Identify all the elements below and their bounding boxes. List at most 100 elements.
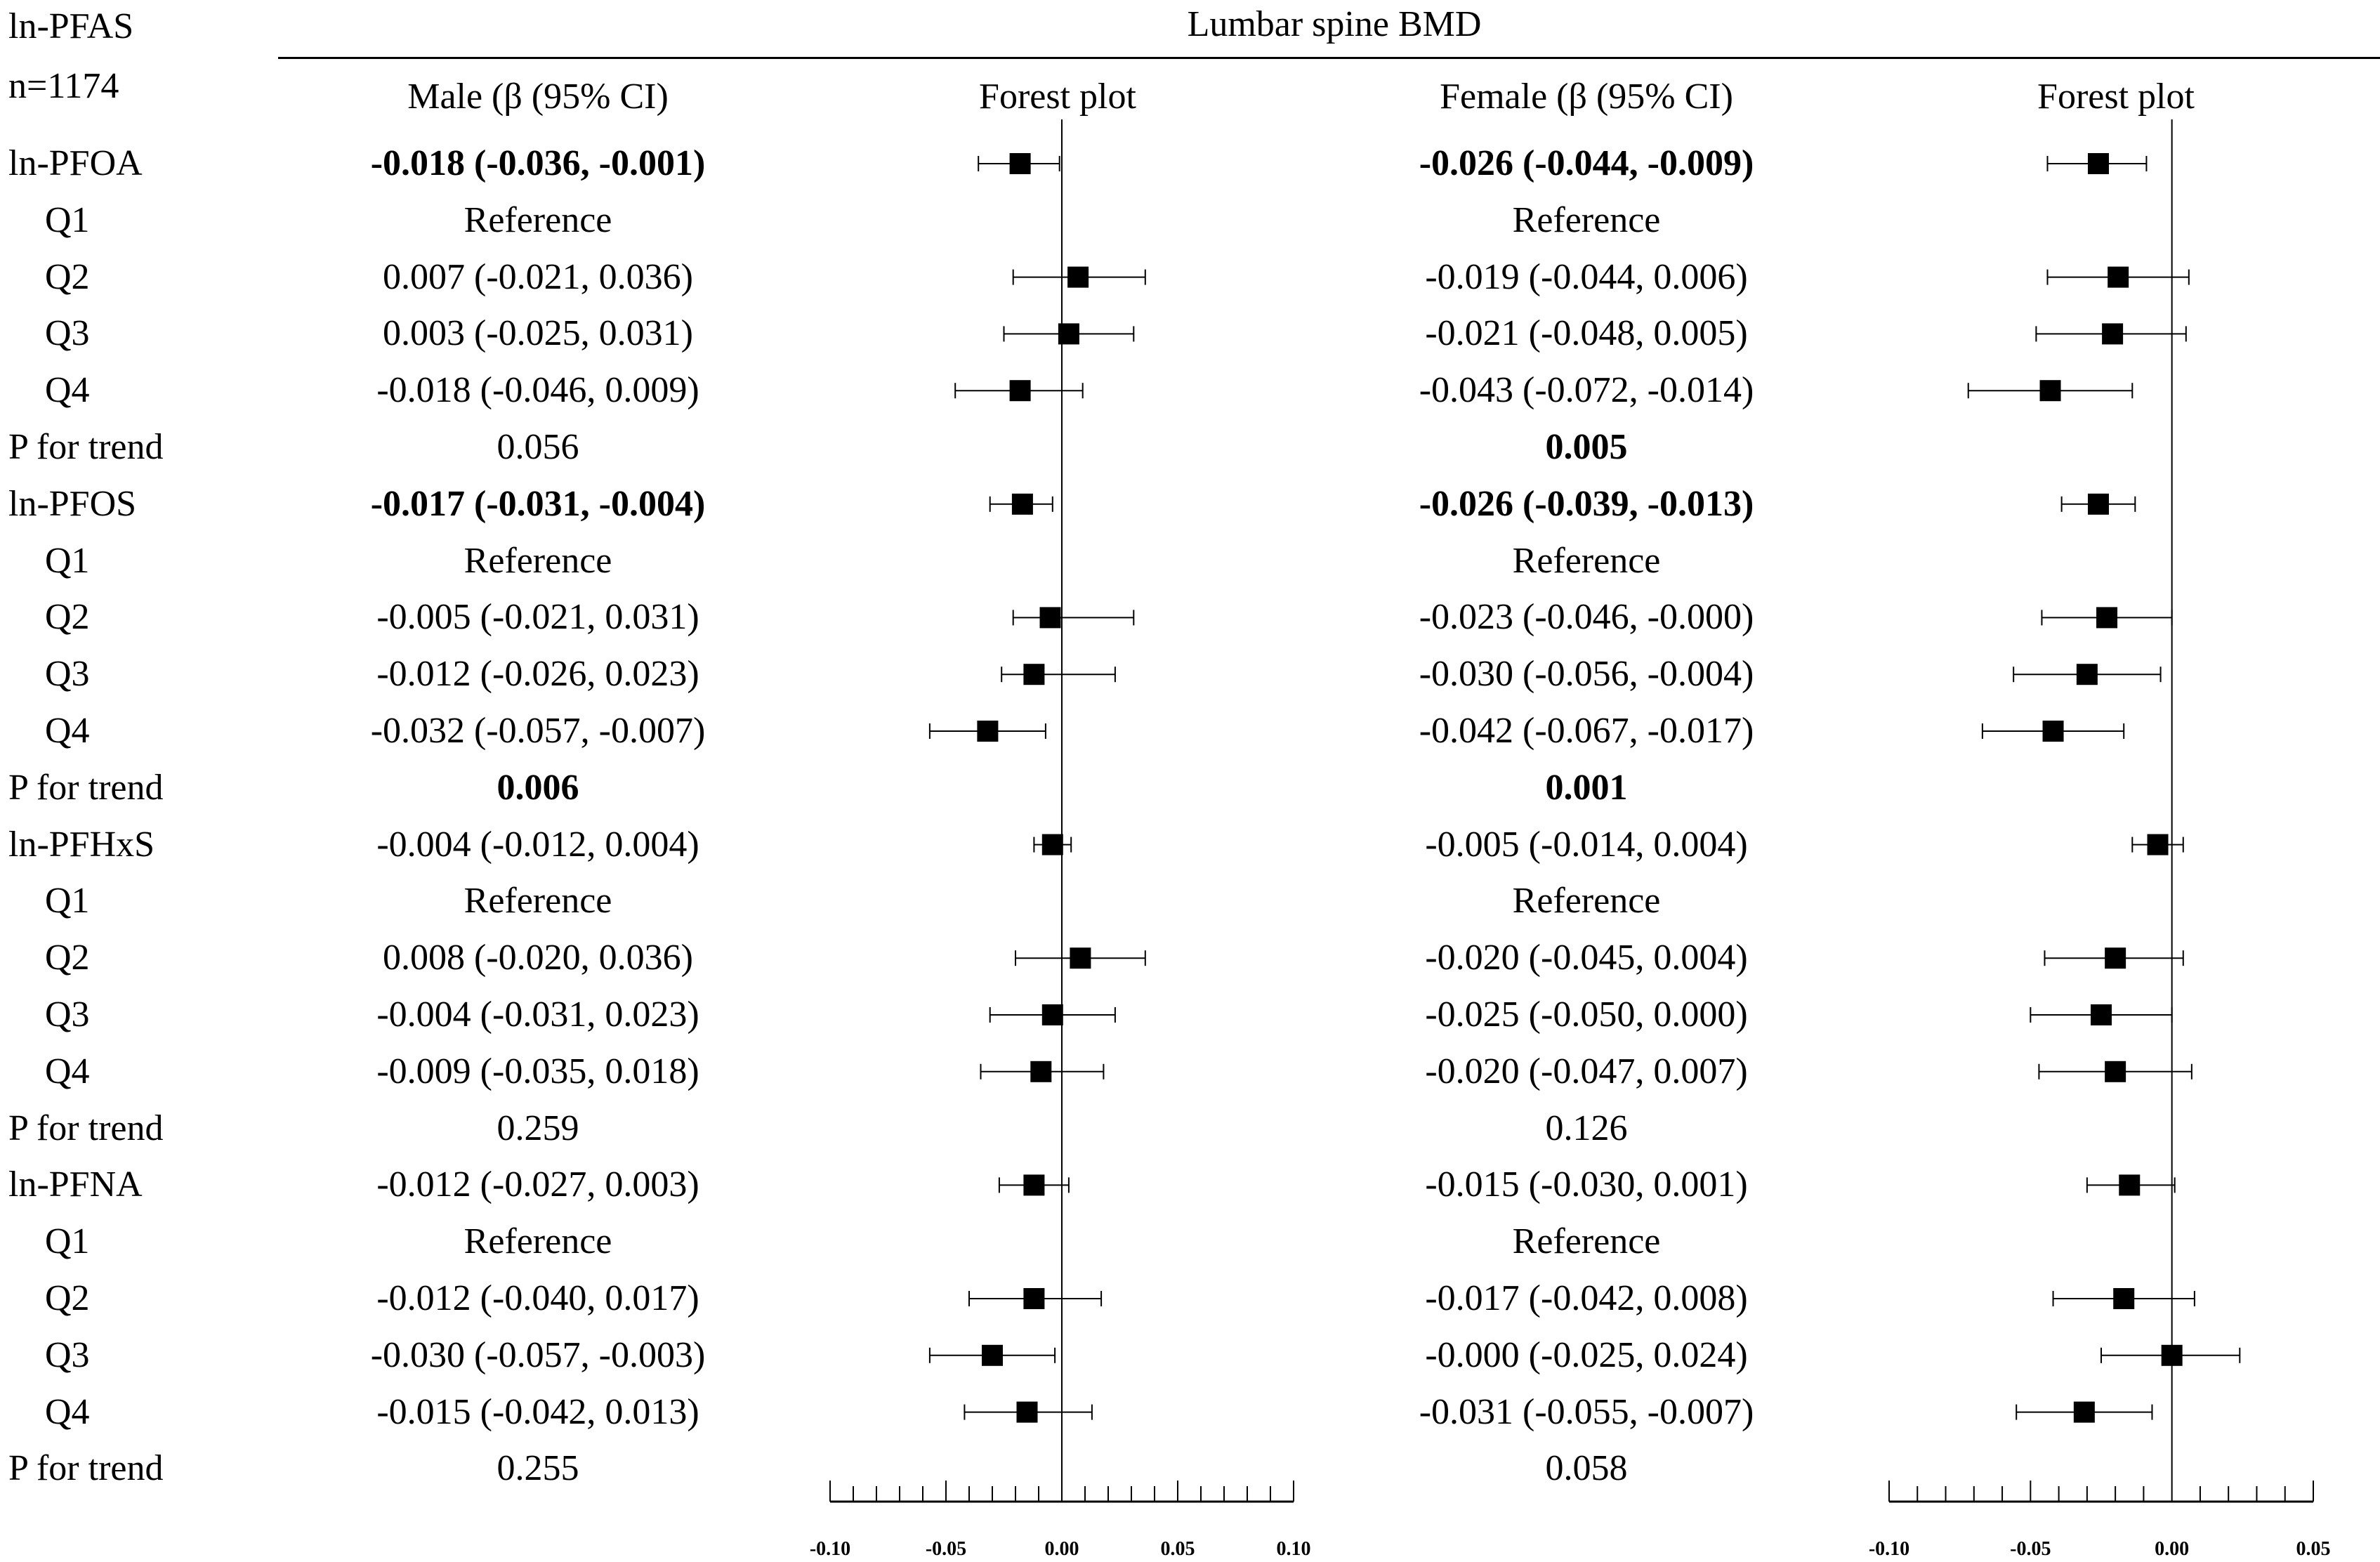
outcome-title: Lumbar spine BMD (1187, 4, 1482, 44)
male-tick-label: 0.10 (1277, 1538, 1311, 1560)
row-label: Q1 (45, 199, 90, 240)
female-point-estimate (2073, 1401, 2095, 1423)
female-estimate: -0.026 (-0.044, -0.009) (1419, 143, 1754, 183)
row-label: Q3 (45, 654, 90, 695)
female-tick-label: -0.05 (2010, 1538, 2051, 1560)
n-label: n=1174 (8, 66, 119, 106)
female-estimate: -0.043 (-0.072, -0.014) (1419, 370, 1754, 411)
row-label: Q2 (45, 597, 90, 638)
male-estimate: Reference (463, 540, 612, 581)
female-point-estimate (2076, 664, 2098, 685)
male-point-estimate (1009, 153, 1031, 174)
female-point-estimate (2161, 1344, 2183, 1366)
female-estimate: -0.023 (-0.046, -0.000) (1419, 597, 1754, 638)
female-estimate: -0.019 (-0.044, 0.006) (1425, 256, 1748, 297)
male-point-estimate (1023, 664, 1045, 685)
female-estimate: -0.000 (-0.025, 0.024) (1425, 1334, 1748, 1375)
female-point-estimate (2105, 1061, 2126, 1082)
female-point-estimate (2091, 1004, 2112, 1025)
male-estimate: 0.003 (-0.025, 0.031) (383, 313, 693, 354)
row-label: P for trend (8, 1448, 164, 1489)
row-label: Q2 (45, 1278, 90, 1318)
female-point-estimate (2087, 153, 2109, 174)
male-point-estimate (1041, 1004, 1063, 1025)
female-point-estimate (2087, 493, 2109, 515)
female-point-estimate (2113, 1288, 2135, 1309)
female-point-estimate (2042, 721, 2064, 742)
female-estimate: -0.015 (-0.030, 0.001) (1425, 1164, 1748, 1205)
female-estimate: 0.001 (1545, 767, 1628, 808)
female-estimate: Reference (1512, 881, 1661, 921)
male-tick-label: -0.10 (810, 1538, 850, 1560)
female-estimate: -0.020 (-0.047, 0.007) (1425, 1051, 1748, 1091)
female-estimate: -0.042 (-0.067, -0.017) (1419, 711, 1754, 751)
male-point-estimate (1058, 323, 1079, 345)
row-label: P for trend (8, 1108, 164, 1148)
male-estimate: -0.030 (-0.057, -0.003) (370, 1334, 706, 1375)
male-estimate: 0.255 (497, 1448, 579, 1489)
male-point-estimate (977, 721, 999, 742)
male-estimate: Reference (463, 881, 612, 921)
male-estimate: -0.004 (-0.031, 0.023) (376, 995, 699, 1035)
female-point-estimate (2119, 1174, 2141, 1196)
female-estimate: -0.005 (-0.014, 0.004) (1425, 824, 1748, 865)
male-estimate: -0.012 (-0.027, 0.003) (376, 1164, 699, 1205)
row-label: Q4 (45, 711, 90, 751)
female-estimate: -0.026 (-0.039, -0.013) (1419, 483, 1754, 524)
male-estimate: -0.009 (-0.035, 0.018) (376, 1051, 699, 1091)
row-label: ln-PFOS (8, 483, 137, 524)
row-label: ln-PFNA (8, 1164, 143, 1205)
male-point-estimate (1009, 380, 1031, 402)
male-point-estimate (1023, 1288, 1045, 1309)
row-label: ln-PFHxS (8, 824, 155, 865)
female-estimate: Reference (1512, 540, 1661, 581)
male-point-estimate (1039, 607, 1061, 629)
female-estimate: Reference (1512, 199, 1661, 240)
row-label: Q2 (45, 938, 90, 978)
male-point-estimate (1067, 266, 1089, 288)
female-estimate: Reference (1512, 1221, 1661, 1262)
male-point-estimate (1023, 1174, 1045, 1196)
male-estimate: -0.018 (-0.046, 0.009) (376, 370, 699, 411)
male-estimate: -0.017 (-0.031, -0.004) (370, 483, 706, 524)
row-label: Q1 (45, 1221, 90, 1262)
male-estimate: 0.259 (497, 1108, 579, 1148)
male-estimate: -0.018 (-0.036, -0.001) (370, 143, 706, 183)
row-label: P for trend (8, 427, 164, 467)
row-label: Q4 (45, 1391, 90, 1432)
female-estimate: 0.058 (1545, 1448, 1628, 1489)
male-point-estimate (982, 1344, 1003, 1366)
pfas-label: ln-PFAS (8, 6, 134, 46)
female-point-estimate (2147, 834, 2169, 855)
row-label: Q4 (45, 370, 90, 411)
row-label: Q3 (45, 995, 90, 1035)
male-estimate: -0.032 (-0.057, -0.007) (370, 711, 706, 751)
row-label: Q3 (45, 313, 90, 354)
male-point-estimate (1016, 1401, 1038, 1423)
female-estimate: 0.126 (1545, 1108, 1628, 1148)
female-forest-header: Forest plot (2037, 77, 2195, 117)
male-point-estimate (1030, 1061, 1052, 1082)
female-point-estimate (2096, 607, 2118, 629)
female-estimate: 0.005 (1545, 427, 1628, 467)
male-tick-label: -0.05 (926, 1538, 966, 1560)
male-estimate: -0.005 (-0.021, 0.031) (376, 597, 699, 638)
female-point-estimate (2102, 323, 2124, 345)
female-tick-label: 0.05 (2296, 1538, 2331, 1560)
female-tick-label: -0.10 (1869, 1538, 1909, 1560)
male-column-header: Male (β (95% CI) (407, 77, 669, 117)
female-point-estimate (2108, 266, 2129, 288)
female-point-estimate (2105, 947, 2126, 969)
male-estimate: Reference (463, 199, 612, 240)
male-point-estimate (1070, 947, 1091, 969)
row-label: P for trend (8, 767, 164, 808)
male-estimate: -0.015 (-0.042, 0.013) (376, 1391, 699, 1432)
male-tick-label: 0.00 (1045, 1538, 1079, 1560)
row-label: Q2 (45, 256, 90, 297)
female-estimate: -0.020 (-0.045, 0.004) (1425, 938, 1748, 978)
male-estimate: -0.004 (-0.012, 0.004) (376, 824, 699, 865)
row-label: Q1 (45, 540, 90, 581)
female-estimate: -0.025 (-0.050, 0.000) (1425, 995, 1748, 1035)
male-estimate: 0.056 (497, 427, 579, 467)
